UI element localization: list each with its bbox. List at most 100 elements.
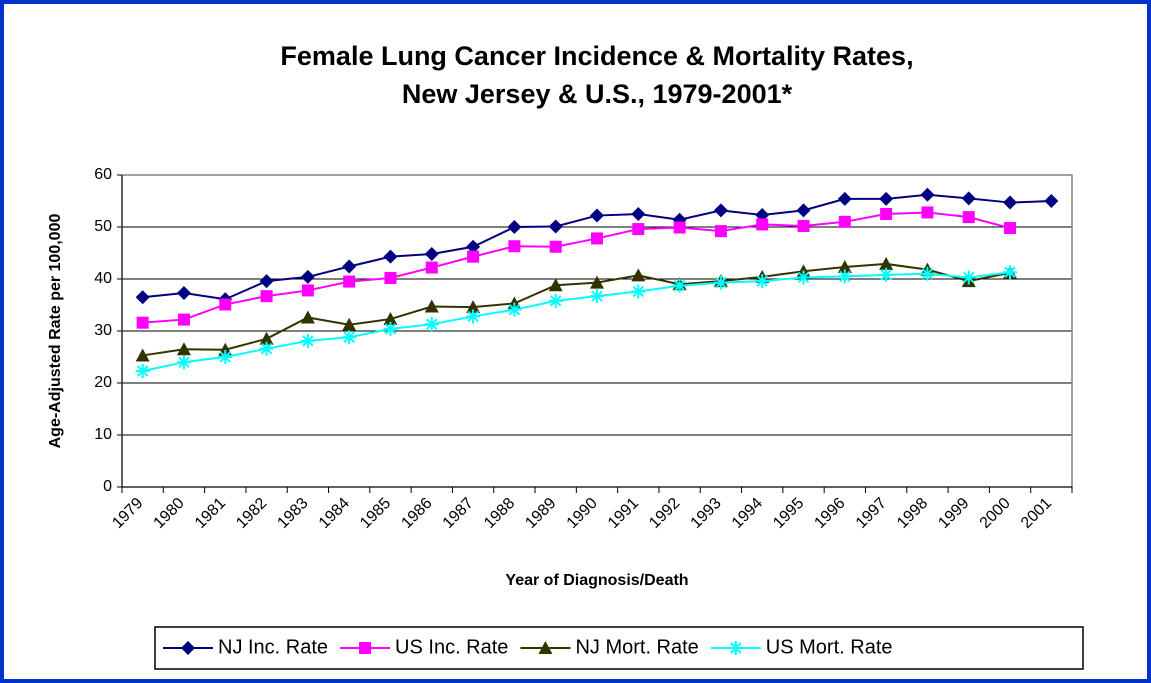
marker [837, 260, 852, 274]
marker [713, 275, 728, 290]
marker [343, 275, 356, 288]
marker [1003, 265, 1018, 280]
marker [507, 220, 522, 234]
chart-title: Female Lung Cancer Incidence & Mortality… [280, 41, 913, 71]
marker [632, 223, 645, 236]
marker [673, 221, 686, 234]
y-axis-label: Age-Adjusted Rate per 100,000 [47, 214, 64, 449]
marker [342, 259, 357, 274]
marker [383, 321, 398, 336]
marker [590, 289, 604, 304]
marker [342, 330, 357, 345]
legend-label: US Inc. Rate [395, 636, 508, 658]
marker [259, 341, 274, 356]
marker [837, 191, 852, 206]
series-line [142, 262, 1011, 357]
marker [300, 269, 315, 284]
marker [1004, 222, 1017, 235]
marker [300, 333, 315, 348]
marker [756, 218, 769, 231]
marker [962, 211, 975, 224]
marker [424, 247, 439, 262]
marker [548, 219, 563, 234]
marker [921, 206, 934, 219]
marker [549, 240, 562, 253]
marker [1003, 195, 1018, 210]
marker [181, 641, 195, 655]
series-line [142, 271, 1011, 373]
marker [176, 342, 191, 356]
marker [548, 278, 563, 292]
marker [507, 302, 522, 317]
marker [383, 249, 398, 264]
marker [176, 355, 191, 370]
marker [796, 203, 811, 218]
legend-label: US Mort. Rate [766, 636, 893, 658]
marker [466, 239, 481, 254]
marker [591, 232, 603, 245]
marker [590, 275, 604, 289]
marker [879, 256, 894, 270]
marker [176, 286, 191, 301]
marker [797, 219, 810, 232]
marker [301, 284, 314, 297]
marker [920, 266, 935, 281]
marker [1044, 194, 1059, 208]
marker [466, 300, 481, 314]
y-tick-label: 10 [94, 426, 112, 443]
marker [755, 274, 770, 289]
marker [259, 331, 274, 345]
marker [136, 316, 149, 329]
marker [961, 191, 976, 206]
y-tick-label: 30 [94, 322, 112, 339]
marker [920, 187, 935, 202]
marker [631, 284, 646, 299]
marker [384, 271, 397, 284]
marker [548, 293, 563, 308]
marker [359, 642, 372, 654]
marker [177, 313, 190, 326]
legend-label: NJ Inc. Rate [218, 636, 328, 658]
marker [260, 290, 273, 303]
marker [218, 350, 233, 364]
marker [796, 270, 811, 285]
marker [590, 208, 604, 223]
marker [672, 278, 687, 293]
marker [714, 225, 727, 238]
marker [880, 208, 893, 220]
marker [879, 267, 894, 282]
marker [300, 310, 315, 324]
y-tick-label: 20 [94, 374, 112, 391]
marker [837, 269, 852, 284]
y-tick-label: 50 [94, 218, 112, 235]
marker [879, 191, 894, 206]
marker [961, 270, 976, 285]
marker [631, 268, 646, 282]
marker [631, 207, 646, 221]
marker [466, 309, 481, 324]
marker [342, 317, 357, 331]
legend [154, 626, 1084, 670]
y-tick-label: 0 [103, 478, 112, 495]
marker [424, 299, 439, 313]
y-tick-label: 40 [94, 270, 112, 287]
marker [838, 215, 851, 228]
marker [259, 274, 274, 289]
marker [383, 312, 398, 326]
marker [135, 364, 150, 379]
marker [424, 317, 439, 332]
marker [135, 348, 150, 362]
y-tick-label: 60 [94, 166, 112, 183]
marker [508, 240, 521, 253]
marker [135, 290, 150, 305]
marker [713, 203, 728, 218]
chart-title: New Jersey & U.S., 1979-2001* [402, 79, 793, 109]
marker [467, 250, 480, 263]
x-axis-label: Year of Diagnosis/Death [505, 572, 688, 589]
legend-label: NJ Mort. Rate [575, 636, 698, 658]
series-line [142, 211, 1011, 324]
marker [425, 261, 438, 274]
marker [538, 641, 553, 654]
